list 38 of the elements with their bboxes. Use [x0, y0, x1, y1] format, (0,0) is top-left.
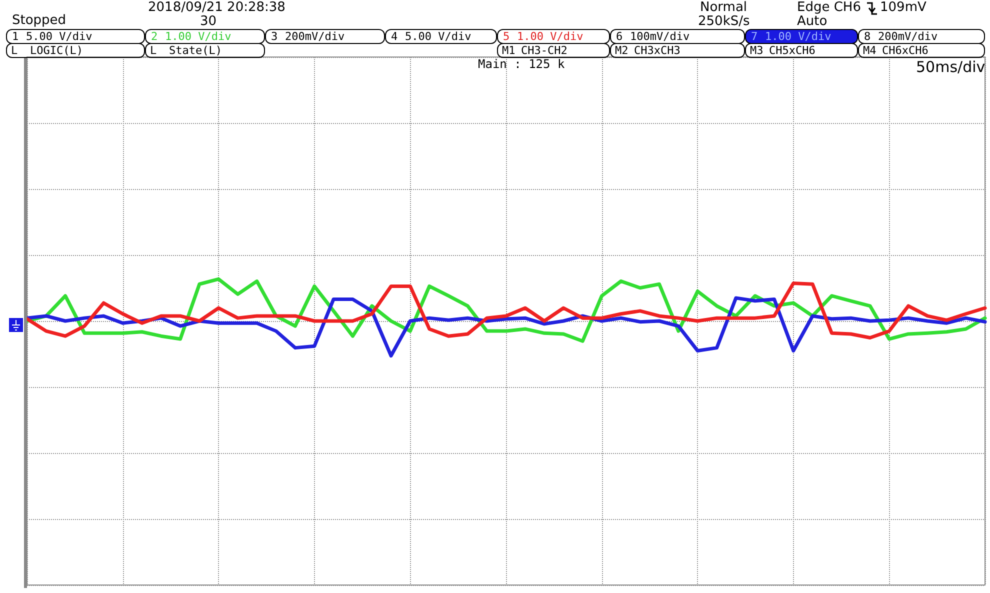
text: LOGIC(L)	[30, 44, 83, 57]
text: 30	[200, 14, 217, 29]
text: M3	[750, 44, 764, 57]
text: L	[11, 44, 18, 57]
text: 8	[864, 30, 871, 43]
text: State(L)	[169, 44, 222, 57]
text: CH5xCH6	[769, 44, 816, 57]
text: 6	[616, 30, 623, 43]
text: 5.00 V/div	[405, 30, 472, 43]
text: 250kS/s	[698, 14, 750, 29]
text: 4	[391, 30, 398, 43]
text: 7	[751, 30, 758, 43]
text: 109mV	[880, 0, 926, 15]
text: 3	[271, 30, 278, 43]
text: 1.00 V/div	[517, 30, 584, 43]
text: 1	[12, 30, 19, 43]
text: Main : 125 k	[478, 57, 565, 71]
text: 200mV/div	[285, 30, 345, 43]
text: 200mV/div	[878, 30, 938, 43]
text: 100mV/div	[630, 30, 690, 43]
text: 1.00 V/div	[765, 30, 832, 43]
text: 50ms/div	[916, 58, 986, 76]
text: Auto	[797, 14, 828, 29]
text: Edge CH6	[797, 0, 861, 15]
text: Normal	[700, 0, 748, 15]
text: CH3xCH3	[634, 44, 680, 57]
text: L	[150, 44, 157, 57]
text: 2018/09/21 20:28:38	[148, 0, 286, 15]
text: Stopped	[12, 13, 66, 28]
text: 5.00 V/div	[26, 30, 92, 43]
text: 5	[503, 30, 510, 43]
text: 2	[151, 30, 158, 43]
text: M1	[502, 44, 516, 57]
text: CH3-CH2	[521, 44, 568, 57]
text: M2	[615, 44, 628, 57]
text: 1.00 V/div	[165, 30, 232, 43]
text: CH6xCH6	[882, 44, 928, 57]
text: M4	[863, 44, 876, 57]
